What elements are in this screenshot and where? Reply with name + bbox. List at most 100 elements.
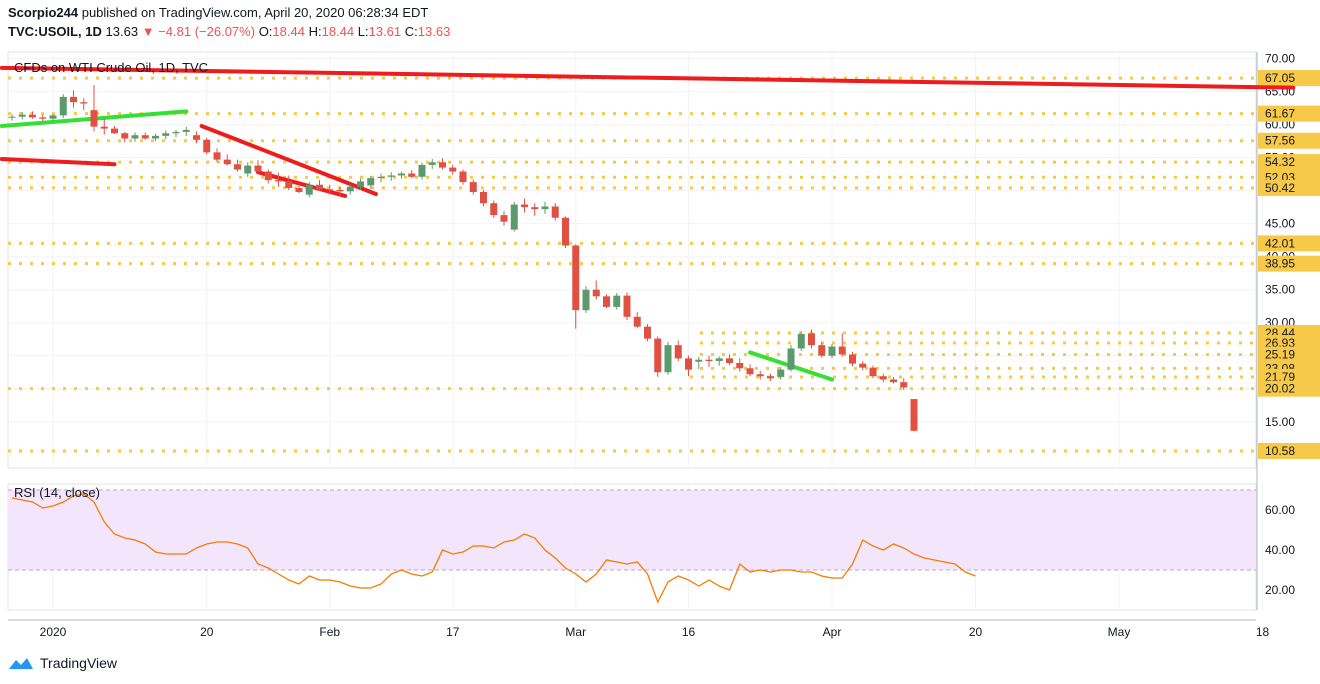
candle-body	[336, 190, 344, 192]
candle-body	[633, 316, 641, 327]
candle-body	[869, 367, 877, 377]
candle-body	[521, 204, 528, 208]
candle-body	[264, 171, 272, 181]
candle-body	[572, 245, 580, 311]
candle-body	[90, 110, 98, 127]
candle-body	[695, 359, 703, 362]
open-label: O:	[258, 24, 273, 39]
candle-body	[8, 116, 16, 118]
candle-body	[285, 181, 293, 189]
candle-body	[449, 167, 457, 172]
close-label: C:	[404, 24, 418, 39]
candle-body	[172, 131, 180, 134]
candle-body	[490, 203, 498, 216]
rsi-tick-label: 40.00	[1265, 543, 1295, 557]
level-label: 20.02	[1265, 382, 1295, 396]
level-label-bg	[1258, 105, 1320, 122]
candle-body	[469, 182, 477, 192]
candle-body	[418, 164, 426, 177]
level-label-bg	[1258, 346, 1320, 363]
x-tick-label: 18	[1256, 625, 1270, 639]
y-tick-label: 70.00	[1265, 52, 1295, 66]
candle-body	[131, 135, 139, 139]
level-label-bg	[1258, 179, 1320, 196]
y-tick-label: 35.00	[1265, 283, 1295, 297]
candle-body	[685, 358, 692, 370]
level-label-bg	[1258, 70, 1320, 87]
level-label: 61.67	[1265, 107, 1295, 121]
candle-body	[193, 135, 200, 140]
footer: TradingView	[8, 655, 117, 671]
rsi-tick-label: 60.00	[1265, 503, 1295, 517]
candle-body	[510, 204, 518, 230]
candle-body	[439, 162, 446, 168]
price-pane-border	[7, 51, 1257, 469]
candle-body	[828, 346, 836, 356]
long-red-trendline	[0, 65, 1296, 90]
level-label: 25.19	[1265, 347, 1295, 361]
candle-body	[664, 345, 672, 373]
x-tick-label: 20	[969, 625, 983, 639]
candle-body	[254, 165, 262, 172]
candle-body	[562, 217, 569, 246]
candle-body	[613, 295, 621, 307]
author-name[interactable]: Scorpio244	[8, 5, 79, 20]
candle-body	[787, 348, 795, 370]
candle-body	[152, 135, 159, 139]
candle-body	[387, 175, 395, 177]
level-label: 50.42	[1265, 181, 1295, 195]
candle-body	[428, 162, 436, 165]
rsi-band	[8, 490, 1256, 570]
candle-body	[305, 184, 313, 195]
candle-body	[859, 363, 867, 368]
rsi-title: RSI (14, close)	[14, 485, 100, 500]
red-trendline	[256, 170, 348, 198]
low-label: L:	[357, 24, 369, 39]
level-label-bg	[1258, 442, 1320, 459]
x-tick-label: 20	[200, 625, 214, 639]
close-value: 13.63	[417, 24, 451, 39]
x-tick-label: 2020	[40, 625, 67, 639]
level-label-bg	[1258, 255, 1320, 272]
x-tick-label: May	[1108, 625, 1131, 639]
candle-body	[736, 363, 744, 369]
red-trendline	[0, 156, 117, 167]
candle-body	[500, 215, 508, 222]
published-text: published on TradingView.com, April 20, …	[81, 5, 429, 20]
x-tick-label: Feb	[319, 625, 340, 639]
candle-body	[890, 379, 897, 383]
level-label-bg	[1258, 132, 1320, 149]
level-label: 67.05	[1265, 71, 1295, 85]
candle-body	[275, 180, 282, 182]
candle-body	[295, 188, 303, 192]
candle-body	[18, 114, 26, 117]
level-label-bg	[1258, 154, 1320, 171]
low-value: 13.61	[368, 24, 402, 39]
candle-body	[818, 345, 826, 356]
candle-body	[398, 173, 405, 176]
level-label-bg	[1258, 380, 1320, 397]
candle-body	[808, 333, 815, 346]
candle-body	[244, 165, 252, 174]
candle-body	[100, 126, 108, 129]
candle-body	[603, 296, 610, 307]
candle-body	[408, 173, 416, 177]
candle-body	[377, 176, 385, 179]
level-label: 10.58	[1265, 444, 1295, 458]
high-label: H:	[308, 24, 322, 39]
candle-body	[900, 382, 908, 388]
level-label: 57.56	[1265, 134, 1295, 148]
candle-body	[70, 96, 77, 103]
y-tick-label: 15.00	[1265, 415, 1295, 429]
rsi-line	[11, 493, 976, 604]
open-value: 18.44	[272, 24, 305, 39]
candle-body	[551, 206, 559, 218]
candle-body	[756, 374, 764, 377]
footer-brand: TradingView	[40, 655, 118, 671]
level-label: 38.95	[1265, 257, 1295, 271]
candle-body	[715, 358, 723, 362]
candle-body	[767, 376, 774, 379]
level-label: 42.01	[1265, 236, 1295, 250]
level-label: 54.32	[1265, 155, 1295, 169]
